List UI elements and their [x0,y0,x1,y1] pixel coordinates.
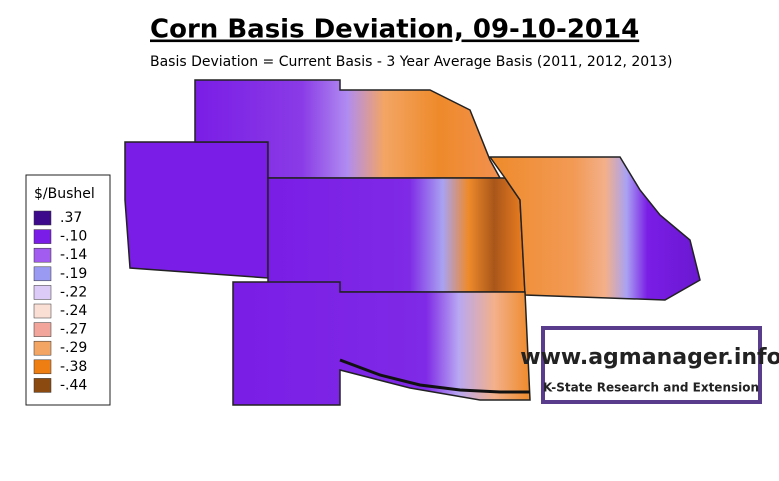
legend-swatch [33,229,52,244]
legend-label: .37 [60,210,82,226]
legend-label: -.29 [60,340,87,356]
legend-swatch [33,266,52,282]
logo-org: K-State Research and Extension [543,381,759,395]
legend-label: -.38 [60,359,87,375]
logo-box [541,326,762,404]
nebraska [194,79,502,179]
legend-swatch [33,303,52,319]
legend-swatch [33,378,52,393]
kansas [267,177,526,293]
legend-swatch [33,359,52,375]
legend-swatch [33,340,52,356]
subtitle: Basis Deviation = Current Basis - 3 Year… [150,54,672,70]
legend-swatch [33,210,52,226]
legend-title: $/Bushel [34,186,95,202]
red-river [339,358,530,394]
oklahoma [232,281,531,406]
legend-label: -.22 [60,284,87,300]
legend-label: -.44 [60,377,87,393]
missouri [488,156,701,301]
legend-label: -.10 [60,229,87,245]
title: Corn Basis Deviation, 09-10-2014 [150,15,639,45]
legend-label: -.14 [60,247,87,263]
legend-items: .37 -.10 -.14 -.19 -.22 -.24 -.27 -.29 -.38 -.44 [33,210,87,393]
map [124,79,701,406]
legend-label: -.19 [60,266,87,282]
legend-swatch [33,322,52,337]
colorado [124,141,269,279]
logo-url: www.agmanager.info [520,345,779,370]
legend-label: -.27 [60,322,87,338]
legend-swatch [33,285,52,300]
legend-swatch [33,247,52,263]
legend-label: -.24 [60,303,87,319]
